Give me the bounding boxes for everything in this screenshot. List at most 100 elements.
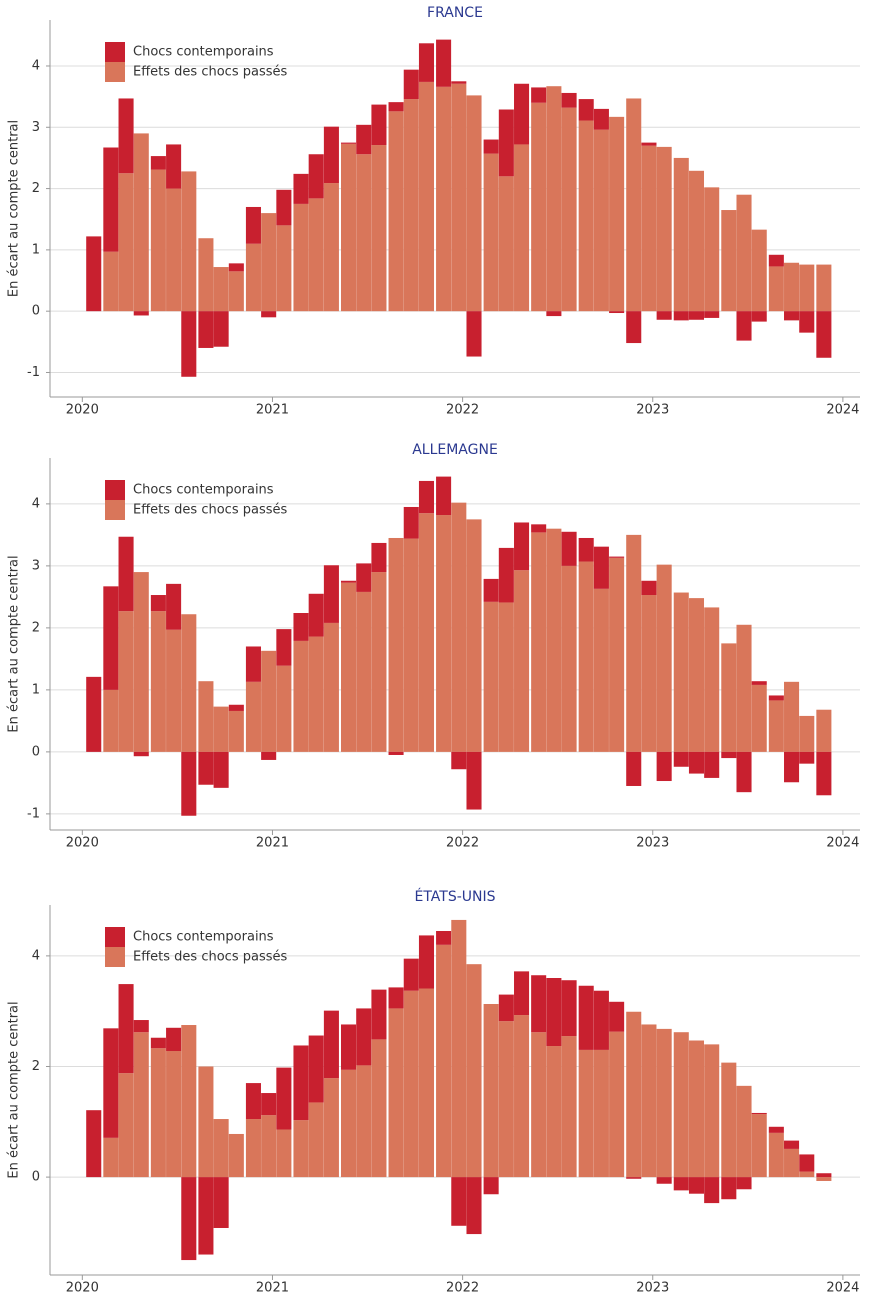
bar (688, 598, 705, 752)
bar (181, 614, 197, 752)
bar (704, 187, 720, 312)
bar (593, 108, 609, 130)
bar (673, 592, 689, 752)
bar (561, 531, 577, 566)
bar (751, 684, 767, 752)
bar (673, 311, 689, 321)
bar (736, 624, 752, 752)
legend-swatch (105, 500, 125, 520)
bar (656, 751, 672, 782)
bar (245, 1083, 261, 1120)
bar (451, 1177, 467, 1226)
bar (673, 157, 689, 312)
bar (626, 751, 642, 786)
bar (609, 1031, 625, 1178)
bar (561, 1036, 577, 1178)
bar (261, 311, 277, 318)
bar (340, 580, 357, 583)
y-axis-label: En écart au compte central (7, 120, 22, 297)
bar (609, 116, 625, 312)
legend-swatch (105, 927, 125, 947)
bar (784, 1140, 800, 1149)
bar (228, 710, 244, 752)
bar (118, 536, 134, 612)
y-tick-label: 1 (32, 682, 40, 697)
bar (673, 1177, 689, 1191)
bar (656, 564, 672, 752)
bar (514, 83, 530, 145)
x-tick-label: 2020 (66, 1281, 99, 1296)
bar (483, 1003, 499, 1178)
bar (721, 210, 737, 312)
bar (593, 129, 609, 312)
bar (816, 311, 832, 358)
bar (356, 591, 372, 752)
x-tick-label: 2021 (256, 403, 289, 418)
bar (293, 640, 309, 752)
x-tick-label: 2024 (826, 836, 859, 851)
bar (483, 601, 499, 752)
bar (466, 1177, 482, 1235)
bar (228, 263, 244, 272)
legend-swatch (105, 42, 125, 62)
bar (704, 1177, 720, 1204)
bar (340, 1069, 357, 1178)
bar (498, 547, 514, 603)
bar (293, 173, 309, 204)
bar (768, 695, 784, 701)
bar (799, 311, 815, 333)
bar (799, 715, 815, 752)
bar (483, 139, 499, 154)
bar (181, 1025, 197, 1178)
bar (308, 198, 324, 312)
bar (308, 593, 324, 637)
bar (308, 154, 324, 199)
bar (721, 643, 737, 752)
bar (198, 1066, 214, 1178)
bar (609, 1001, 625, 1032)
bar (166, 629, 182, 752)
bar (323, 622, 339, 752)
bar (166, 1051, 182, 1178)
bar (784, 1148, 800, 1178)
bar (768, 700, 784, 752)
bar (436, 86, 452, 312)
bar (546, 978, 562, 1047)
bar (198, 681, 214, 752)
bar (276, 1067, 292, 1130)
bar (388, 111, 404, 312)
bar (340, 582, 357, 752)
bar (736, 751, 752, 793)
bar (261, 1093, 277, 1116)
bar (388, 987, 404, 1009)
x-tick-label: 2020 (66, 836, 99, 851)
bar (293, 1045, 309, 1121)
legend-label: Effets des chocs passés (133, 503, 287, 518)
bar (418, 935, 435, 989)
legend-label: Chocs contemporains (133, 930, 274, 945)
y-axis-label: En écart au compte central (7, 555, 22, 732)
bar (451, 919, 467, 1178)
bar (546, 1046, 562, 1178)
bar (276, 225, 292, 312)
y-tick-label: 4 (32, 58, 40, 73)
bar (356, 563, 372, 592)
bar (531, 1032, 547, 1178)
bar (531, 975, 547, 1033)
y-tick-label: -1 (27, 806, 40, 821)
bar (118, 611, 134, 752)
bar (103, 1137, 119, 1178)
bar (816, 709, 832, 752)
bar (751, 1114, 767, 1178)
bar (150, 611, 166, 752)
bar (641, 145, 657, 312)
bar (166, 188, 182, 312)
bar (704, 751, 720, 778)
bar (656, 146, 672, 312)
bar (293, 203, 309, 312)
bar (371, 572, 387, 752)
bar (293, 1120, 309, 1178)
bar (816, 751, 832, 796)
bar (514, 522, 530, 571)
bar (451, 81, 467, 84)
